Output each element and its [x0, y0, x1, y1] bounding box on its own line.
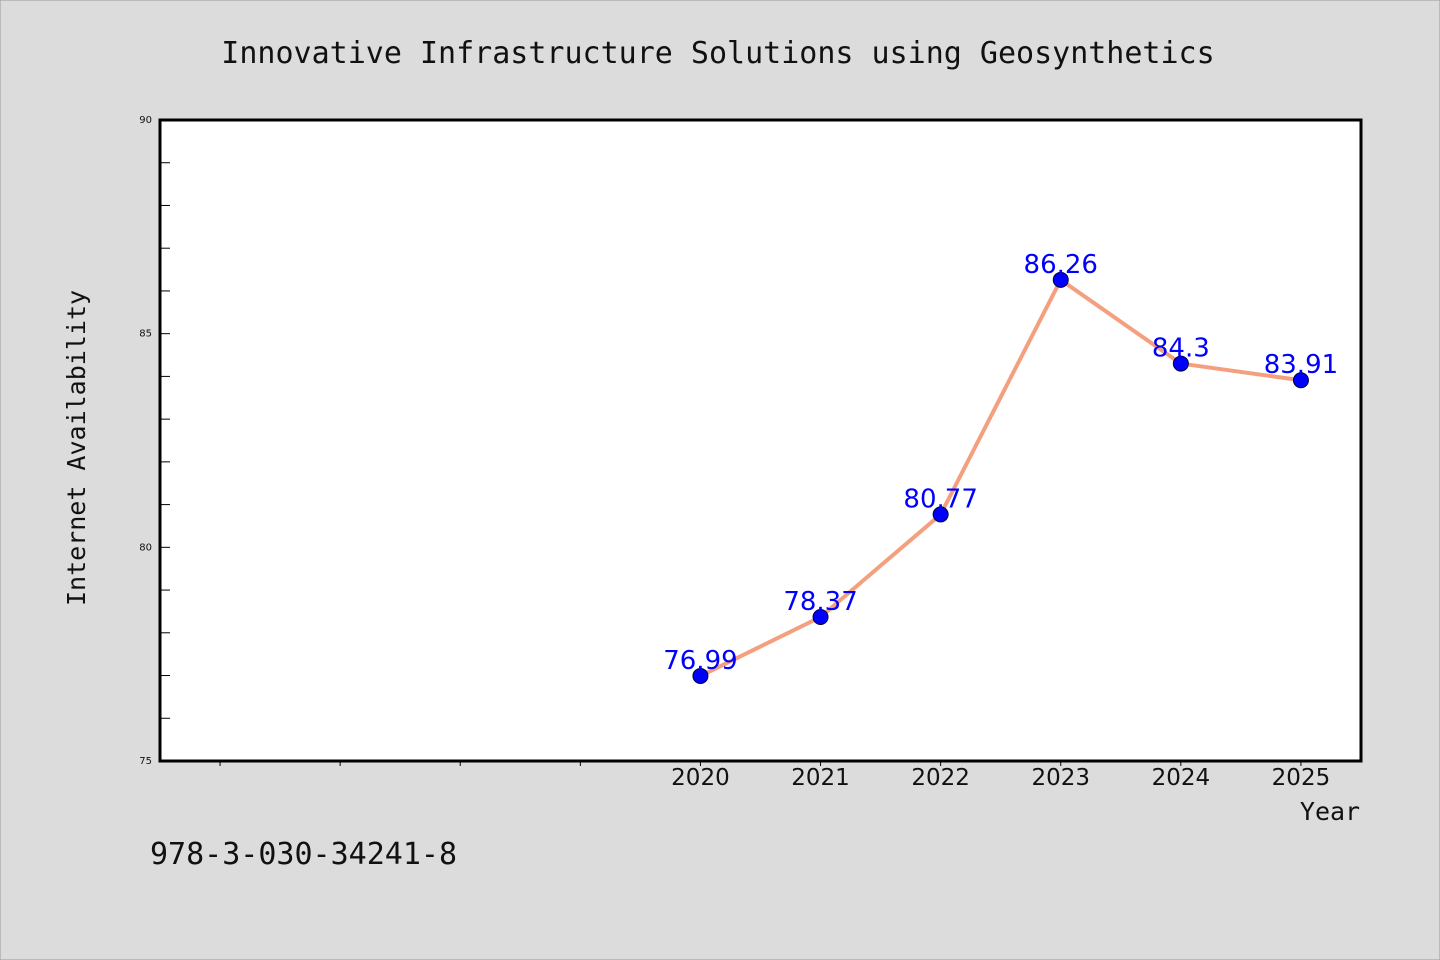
x-tick-label: 2025: [1272, 765, 1331, 791]
y-axis-label: Internet Availability: [62, 290, 91, 606]
y-tick-label: 75: [139, 756, 152, 767]
x-tick-label: 2023: [1031, 765, 1090, 791]
x-tick-label: 2024: [1152, 765, 1211, 791]
data-label: 76.99: [663, 646, 737, 676]
data-label: 80.77: [903, 484, 977, 514]
series-line: [699, 277, 1302, 678]
x-tick-label: 2020: [671, 765, 730, 791]
data-label: 83.91: [1264, 350, 1338, 380]
x-tick-label: 2021: [791, 765, 850, 791]
axes: 75 80 85 90 2020 2021 2022 2023 2024 2025: [139, 115, 1330, 791]
y-tick-label: 90: [139, 115, 152, 126]
data-point: [1052, 271, 1069, 288]
x-axis-label: Year: [1300, 797, 1360, 826]
data-point: [692, 667, 709, 684]
y-tick-label: 80: [139, 542, 152, 553]
data-point: [812, 608, 829, 625]
x-tick-label: 2022: [911, 765, 970, 791]
data-point: [1292, 372, 1309, 389]
data-label: 78.37: [783, 587, 857, 617]
chart-title: Innovative Infrastructure Solutions usin…: [221, 36, 1214, 71]
y-tick-label: 85: [139, 329, 152, 340]
data-label: 84.3: [1152, 334, 1210, 364]
data-point: [1172, 355, 1189, 372]
plot-frame: [158, 118, 1363, 763]
plot-area: [160, 120, 1361, 761]
data-label: 86.26: [1024, 250, 1098, 280]
footer-code: 978-3-030-34241-8: [150, 837, 457, 872]
data-point: [932, 506, 949, 523]
data-series: 76.99 78.37 80.77 86.26 84.3 83.91: [663, 250, 1338, 684]
